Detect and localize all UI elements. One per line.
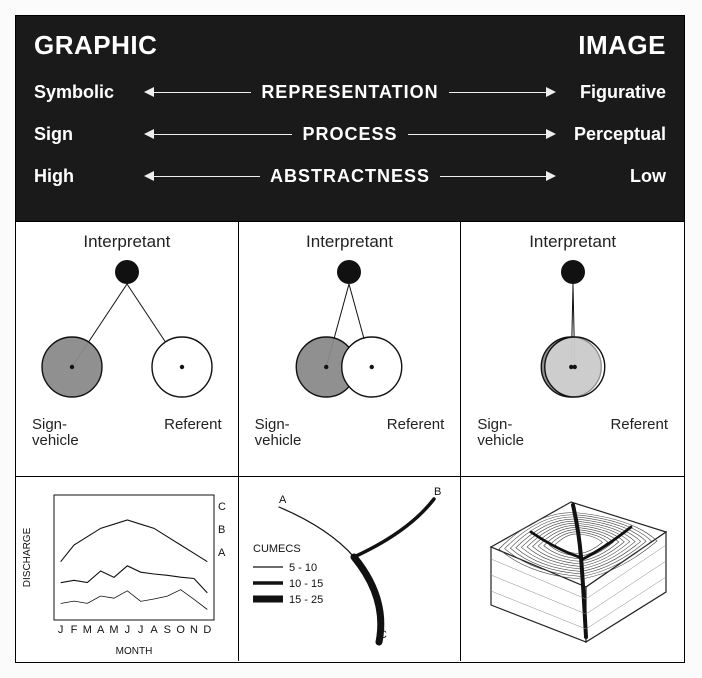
header-row-representation: Symbolic REPRESENTATION Figurative: [34, 81, 666, 103]
triad-cell-0: Interpretant Sign- vehicle Referent: [16, 221, 239, 476]
title-image: IMAGE: [578, 30, 666, 61]
svg-text:A: A: [97, 624, 105, 636]
discharge-chart-svg: DISCHARGEMONTHJFMAMJJASONDCBA: [16, 477, 236, 660]
header-titles: GRAPHIC IMAGE: [34, 30, 666, 61]
row2-left: High: [34, 166, 144, 187]
arrow-left-icon: [144, 171, 154, 181]
row2-right: Low: [556, 166, 666, 187]
svg-text:B: B: [434, 486, 441, 498]
row0-right: Figurative: [556, 82, 666, 103]
svg-text:5 - 10: 5 - 10: [289, 562, 317, 574]
svg-text:15 - 25: 15 - 25: [289, 594, 323, 606]
arrow-right-icon: [546, 129, 556, 139]
svg-text:J: J: [125, 624, 131, 636]
sv-line2: vehicle: [32, 432, 79, 449]
row1-arrow: PROCESS: [144, 123, 556, 145]
arrow-right-icon: [546, 87, 556, 97]
discharge-chart-cell: DISCHARGEMONTHJFMAMJJASONDCBA: [16, 476, 239, 661]
row0-left: Symbolic: [34, 82, 144, 103]
header-row-abstractness: High ABSTRACTNESS Low: [34, 165, 666, 187]
triad-svg-1: [244, 252, 454, 417]
triad-bottom-labels: Sign- vehicle Referent: [239, 417, 461, 459]
svg-text:N: N: [190, 624, 198, 636]
row0-center: REPRESENTATION: [251, 82, 448, 103]
svg-text:C: C: [218, 501, 226, 513]
diagram-frame: GRAPHIC IMAGE Symbolic REPRESENTATION Fi…: [15, 15, 685, 663]
arrow-right-icon: [546, 171, 556, 181]
triad-svg-2: [468, 252, 678, 417]
svg-text:A: A: [218, 547, 226, 559]
sv-line1: Sign-: [477, 416, 512, 433]
svg-text:F: F: [71, 624, 78, 636]
sv-line1: Sign-: [32, 416, 67, 433]
svg-text:MONTH: MONTH: [116, 646, 153, 657]
svg-text:DISCHARGE: DISCHARGE: [22, 527, 33, 587]
triad-svg-0: [22, 252, 232, 417]
svg-text:C: C: [379, 629, 387, 641]
cumecs-map-cell: CUMECS 5 - 10 10 - 15 15 - 25 A B C: [239, 476, 462, 661]
interpretant-label: Interpretant: [461, 232, 684, 252]
header-row-process: Sign PROCESS Perceptual: [34, 123, 666, 145]
svg-text:CUMECS: CUMECS: [253, 543, 301, 555]
referent-label: Referent: [610, 417, 668, 449]
svg-text:J: J: [138, 624, 144, 636]
referent-label: Referent: [164, 417, 222, 449]
triad-bottom-labels: Sign- vehicle Referent: [16, 417, 238, 459]
arrow-left-icon: [144, 87, 154, 97]
row1-left: Sign: [34, 124, 144, 145]
sign-vehicle-label: Sign- vehicle: [255, 417, 302, 449]
sv-line2: vehicle: [255, 432, 302, 449]
svg-text:S: S: [164, 624, 171, 636]
sv-line1: Sign-: [255, 416, 290, 433]
content-grid: Interpretant Sign- vehicle Referent Inte…: [16, 221, 684, 662]
svg-text:A: A: [150, 624, 158, 636]
triad-bottom-labels: Sign- vehicle Referent: [461, 417, 684, 459]
svg-text:O: O: [176, 624, 185, 636]
row2-arrow: ABSTRACTNESS: [144, 165, 556, 187]
row1-right: Perceptual: [556, 124, 666, 145]
sign-vehicle-label: Sign- vehicle: [477, 417, 524, 449]
triad-cell-2: Interpretant Sign- vehicle Referent: [461, 221, 684, 476]
row1-center: PROCESS: [292, 124, 407, 145]
svg-text:J: J: [58, 624, 64, 636]
title-graphic: GRAPHIC: [34, 30, 157, 61]
sign-vehicle-label: Sign- vehicle: [32, 417, 79, 449]
row2-center: ABSTRACTNESS: [260, 166, 440, 187]
triad-cell-1: Interpretant Sign- vehicle Referent: [239, 221, 462, 476]
svg-text:D: D: [203, 624, 211, 636]
svg-text:M: M: [83, 624, 92, 636]
svg-text:10 - 15: 10 - 15: [289, 578, 323, 590]
sv-line2: vehicle: [477, 432, 524, 449]
arrow-left-icon: [144, 129, 154, 139]
interpretant-label: Interpretant: [16, 232, 238, 252]
terrain-block-svg: [461, 477, 681, 660]
svg-text:B: B: [218, 524, 225, 536]
terrain-cell: [461, 476, 684, 661]
header-panel: GRAPHIC IMAGE Symbolic REPRESENTATION Fi…: [16, 16, 684, 221]
interpretant-label: Interpretant: [239, 232, 461, 252]
cumecs-map-svg: CUMECS 5 - 10 10 - 15 15 - 25 A B C: [239, 477, 459, 660]
referent-label: Referent: [387, 417, 445, 449]
row0-arrow: REPRESENTATION: [144, 81, 556, 103]
svg-text:M: M: [109, 624, 118, 636]
svg-text:A: A: [279, 494, 287, 506]
